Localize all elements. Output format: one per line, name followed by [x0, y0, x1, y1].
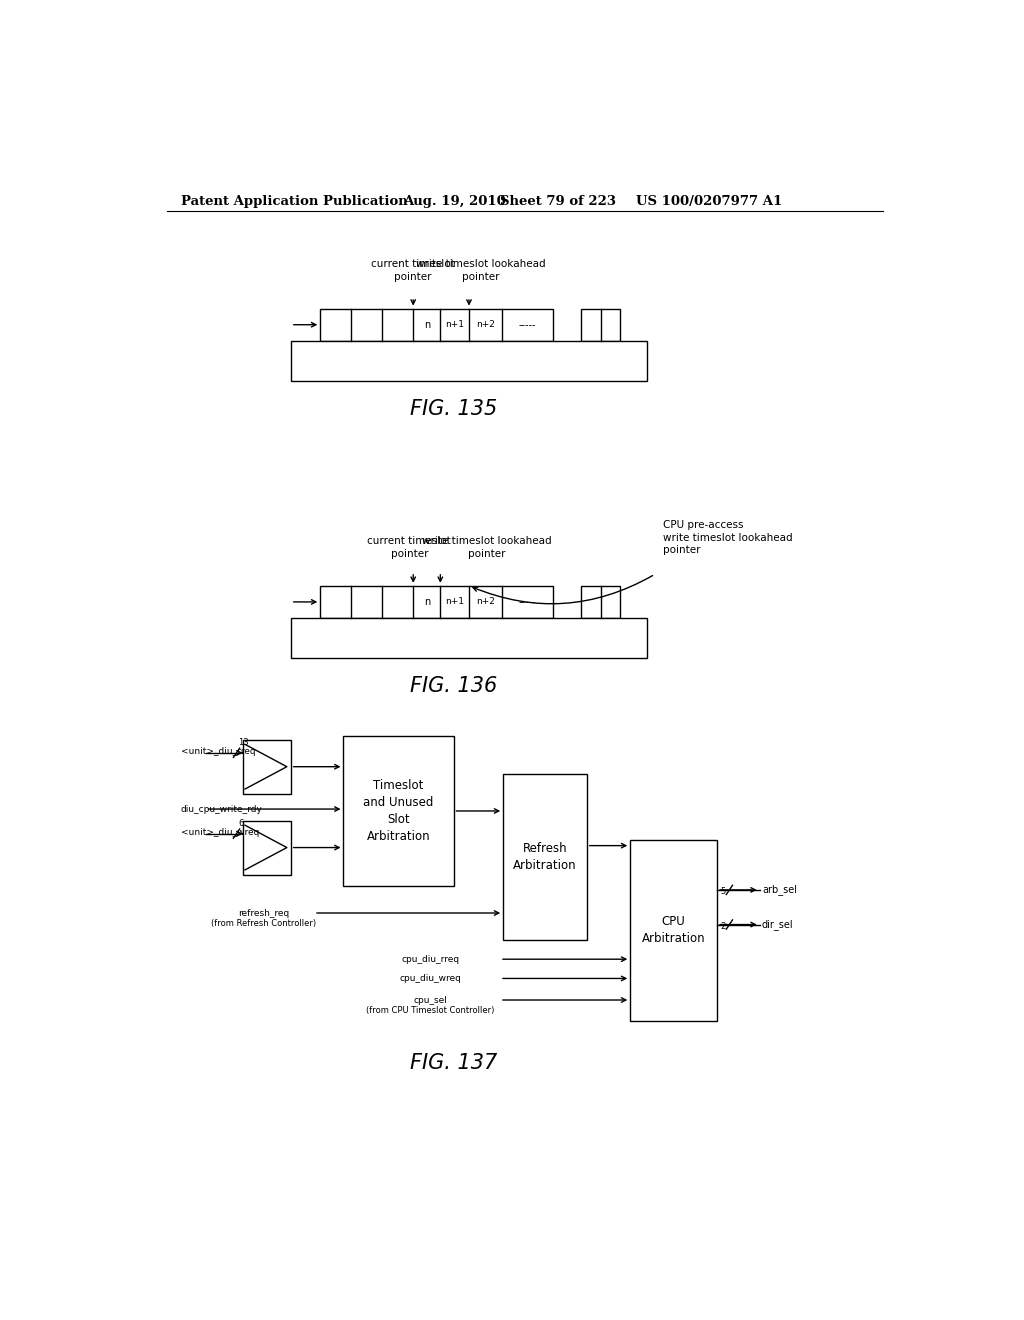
Text: write timeslot lookahead
pointer: write timeslot lookahead pointer [422, 536, 552, 558]
Bar [243, 739, 291, 793]
Bar [243, 821, 291, 875]
Text: Aug. 19, 2010: Aug. 19, 2010 [403, 195, 506, 209]
Text: <unit>_diu_wreq: <unit>_diu_wreq [180, 828, 259, 837]
Text: 6: 6 [238, 818, 244, 828]
Text: cpu_diu_rreq: cpu_diu_rreq [401, 954, 460, 964]
Text: cpu_sel: cpu_sel [414, 995, 447, 1005]
Text: n: n [424, 597, 430, 607]
Text: FIG. 135: FIG. 135 [410, 399, 497, 418]
Text: (from Refresh Controller): (from Refresh Controller) [211, 919, 316, 928]
Text: cpu_diu_wreq: cpu_diu_wreq [399, 974, 461, 983]
Text: n+1: n+1 [445, 321, 464, 329]
Text: write timeslot lookahead
pointer: write timeslot lookahead pointer [416, 259, 546, 281]
Text: Patent Application Publication: Patent Application Publication [180, 195, 408, 209]
Text: Timeslot
and Unused
Slot
Arbitration: Timeslot and Unused Slot Arbitration [364, 779, 433, 843]
Bar [321, 586, 553, 618]
Text: FIG. 136: FIG. 136 [410, 676, 497, 696]
Text: (from CPU Timeslot Controller): (from CPU Timeslot Controller) [366, 1006, 495, 1015]
Bar [582, 586, 621, 618]
Text: 13: 13 [238, 738, 249, 747]
Bar [582, 309, 621, 341]
Text: dir_sel: dir_sel [762, 919, 794, 931]
Bar [291, 618, 647, 659]
Text: CPU
Arbitration: CPU Arbitration [642, 915, 706, 945]
Text: n+2: n+2 [476, 598, 495, 606]
Text: Refresh
Arbitration: Refresh Arbitration [513, 842, 577, 873]
Text: 5: 5 [721, 887, 726, 896]
Text: arb_sel: arb_sel [762, 884, 797, 895]
Bar [343, 737, 454, 886]
Bar [321, 309, 553, 341]
Text: n+1: n+1 [445, 598, 464, 606]
Text: 2: 2 [721, 921, 726, 931]
Text: Sheet 79 of 223: Sheet 79 of 223 [500, 195, 616, 209]
Text: <unit>_diu_rreq: <unit>_diu_rreq [180, 747, 255, 756]
Text: current timeslot
pointer: current timeslot pointer [372, 259, 455, 281]
Text: diu_cpu_write_rdy: diu_cpu_write_rdy [180, 805, 262, 813]
Text: US 100/0207977 A1: US 100/0207977 A1 [636, 195, 782, 209]
Bar [503, 775, 587, 940]
Text: n+2: n+2 [476, 321, 495, 329]
Text: -----: ----- [519, 597, 537, 607]
Text: n: n [424, 319, 430, 330]
Text: -----: ----- [519, 319, 537, 330]
Text: refresh_req: refresh_req [238, 908, 289, 917]
Text: current timeslot
pointer: current timeslot pointer [368, 536, 452, 558]
Bar [291, 341, 647, 381]
Bar [630, 840, 717, 1020]
Text: CPU pre-access
write timeslot lookahead
pointer: CPU pre-access write timeslot lookahead … [663, 520, 793, 554]
Text: FIG. 137: FIG. 137 [410, 1053, 497, 1073]
